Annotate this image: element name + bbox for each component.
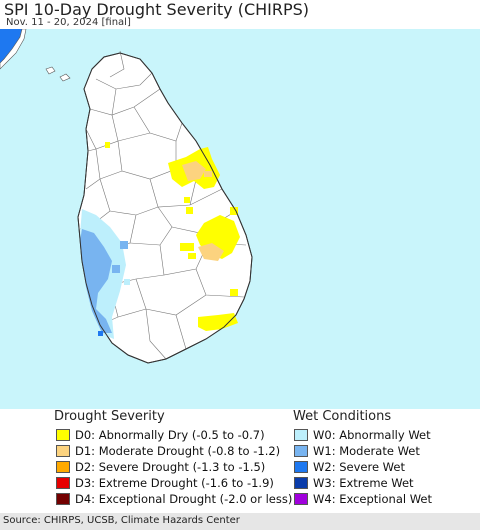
wet-legend-label: W1: Moderate Wet bbox=[313, 444, 420, 458]
map-subtitle: Nov. 11 - 20, 2024 [final] bbox=[6, 17, 131, 28]
drought-legend-label: D1: Moderate Drought (-0.8 to -1.2) bbox=[75, 444, 281, 458]
d0-cell bbox=[186, 207, 193, 214]
w2-cell bbox=[98, 331, 103, 336]
drought-legend-label: D2: Severe Drought (-1.3 to -1.5) bbox=[75, 460, 266, 474]
drought-legend-swatch bbox=[56, 445, 70, 457]
d0-cell bbox=[184, 197, 190, 203]
drought-legend-item: D4: Exceptional Drought (-2.0 or less) bbox=[56, 492, 292, 506]
footer-bar bbox=[0, 513, 480, 530]
drought-legend-swatch bbox=[56, 493, 70, 505]
w1-area bbox=[80, 229, 112, 333]
d0-cell bbox=[230, 289, 238, 296]
wet-legend-title: Wet Conditions bbox=[293, 409, 392, 424]
d1-area bbox=[182, 161, 206, 181]
d0-area bbox=[198, 313, 238, 331]
w1-cell bbox=[120, 241, 128, 249]
source-credit: Source: CHIRPS, UCSB, Climate Hazards Ce… bbox=[3, 515, 240, 526]
drought-legend-swatch bbox=[56, 477, 70, 489]
d0-cell bbox=[188, 253, 196, 259]
wet-areas bbox=[80, 209, 130, 339]
w0-cell bbox=[124, 279, 130, 285]
wet-legend-swatch bbox=[294, 477, 308, 489]
dry-areas bbox=[105, 142, 240, 331]
drought-legend-item: D0: Abnormally Dry (-0.5 to -0.7) bbox=[56, 428, 265, 442]
drought-legend-label: D3: Extreme Drought (-1.6 to -1.9) bbox=[75, 476, 274, 490]
wet-legend-item: W2: Severe Wet bbox=[294, 460, 405, 474]
drought-map bbox=[0, 29, 480, 409]
d1-cell bbox=[204, 171, 212, 177]
india-coast bbox=[0, 29, 22, 63]
jaffna-islet bbox=[45, 66, 56, 75]
map-title: SPI 10-Day Drought Severity (CHIRPS) bbox=[4, 0, 310, 19]
sri-lanka-coastline bbox=[77, 52, 253, 364]
drought-legend-item: D3: Extreme Drought (-1.6 to -1.9) bbox=[56, 476, 274, 490]
drought-legend-label: D0: Abnormally Dry (-0.5 to -0.7) bbox=[75, 428, 265, 442]
wet-legend-label: W0: Abnormally Wet bbox=[313, 428, 431, 442]
w1-cell bbox=[112, 265, 120, 273]
drought-legend-item: D1: Moderate Drought (-0.8 to -1.2) bbox=[56, 444, 280, 458]
d1-area bbox=[198, 243, 224, 261]
drought-legend-swatch bbox=[56, 429, 70, 441]
wet-legend-swatch bbox=[294, 461, 308, 473]
d0-cell bbox=[180, 243, 194, 251]
drought-legend-item: D2: Severe Drought (-1.3 to -1.5) bbox=[56, 460, 265, 474]
wet-legend-item: W1: Moderate Wet bbox=[294, 444, 420, 458]
wet-legend-label: W4: Exceptional Wet bbox=[313, 492, 432, 506]
wet-legend-swatch bbox=[294, 445, 308, 457]
wet-legend-item: W0: Abnormally Wet bbox=[294, 428, 431, 442]
mannar-islet bbox=[59, 73, 71, 82]
drought-legend-swatch bbox=[56, 461, 70, 473]
drought-legend-title: Drought Severity bbox=[54, 409, 165, 424]
wet-legend-label: W3: Extreme Wet bbox=[313, 476, 414, 490]
ocean bbox=[0, 29, 480, 409]
wet-legend-swatch bbox=[294, 429, 308, 441]
d0-cell bbox=[230, 207, 238, 215]
wet-legend-swatch bbox=[294, 493, 308, 505]
wet-legend-item: W4: Exceptional Wet bbox=[294, 492, 432, 506]
wet-legend-item: W3: Extreme Wet bbox=[294, 476, 414, 490]
india-land bbox=[0, 29, 27, 70]
d0-cell bbox=[105, 142, 110, 148]
drought-legend-label: D4: Exceptional Drought (-2.0 or less) bbox=[75, 492, 293, 506]
wet-legend-label: W2: Severe Wet bbox=[313, 460, 405, 474]
